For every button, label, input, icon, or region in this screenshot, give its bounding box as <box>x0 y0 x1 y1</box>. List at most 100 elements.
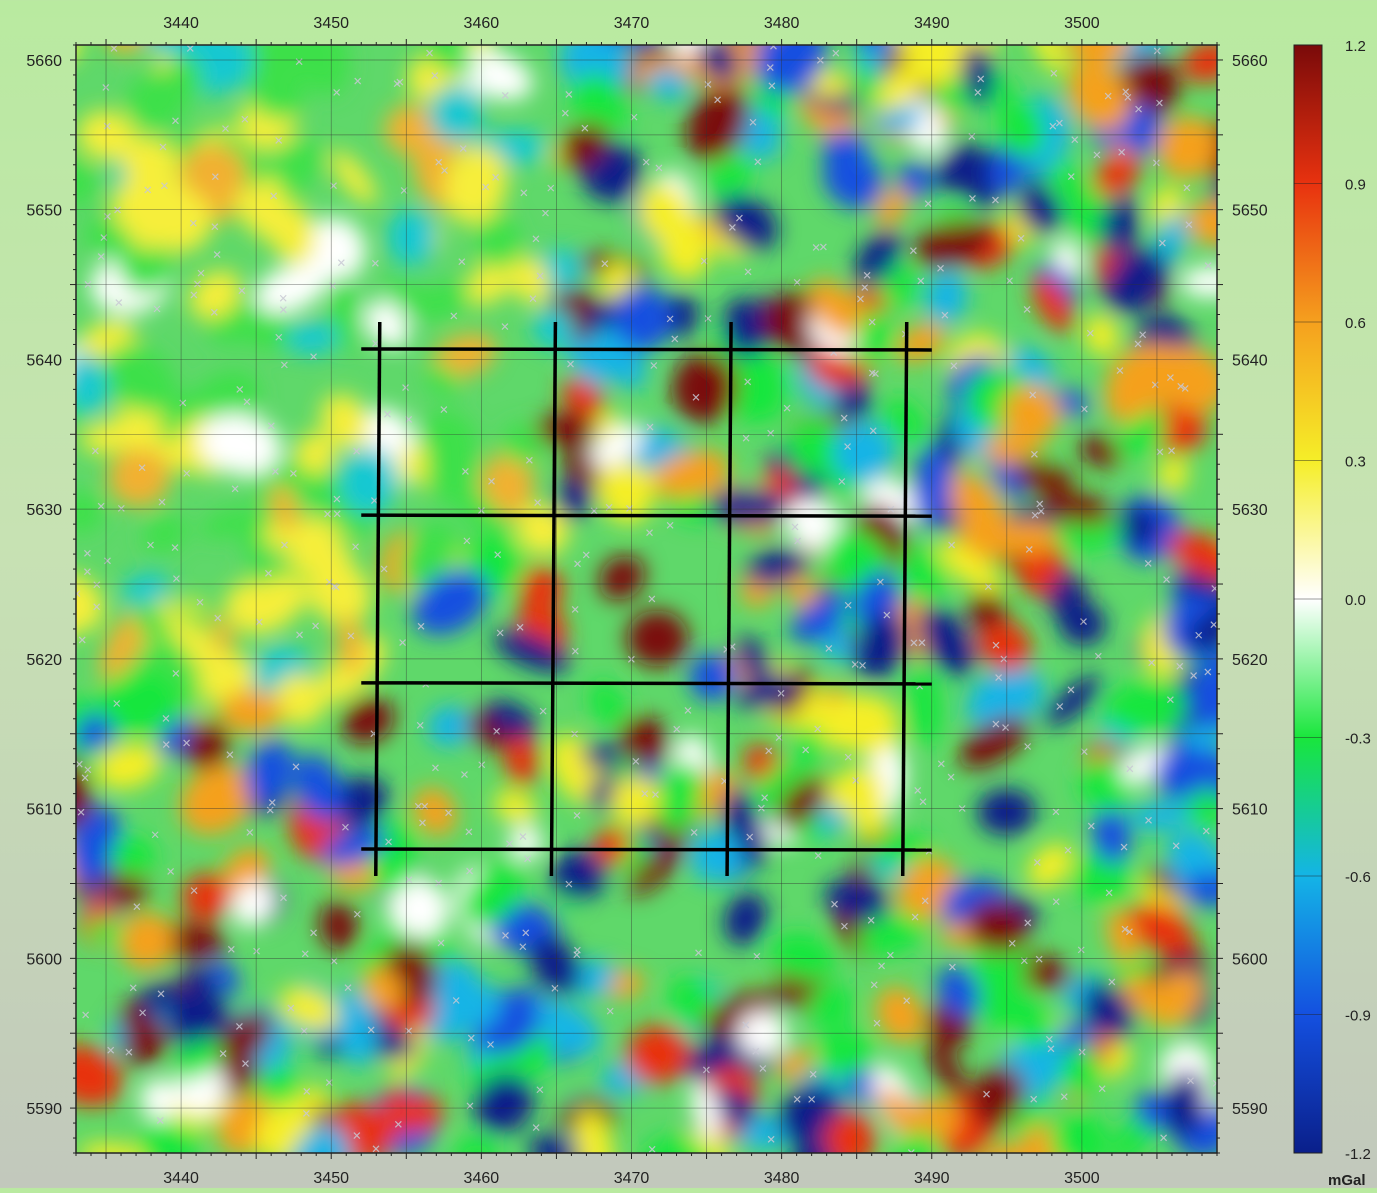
station-marker <box>867 916 875 924</box>
station-marker <box>690 829 698 836</box>
station-marker <box>270 192 278 200</box>
anomaly-blob <box>850 787 887 839</box>
anomaly-blob <box>364 300 410 348</box>
station-marker <box>601 260 609 268</box>
station-marker <box>372 339 379 347</box>
anomaly-blob <box>770 932 836 981</box>
station-marker <box>1210 621 1217 629</box>
station-marker <box>157 990 165 998</box>
anomaly-blob <box>76 351 108 415</box>
station-marker <box>267 422 275 430</box>
axis-labels: 3440 3440 3450 3450 3460 3460 3470 3470 3480 3480… <box>26 15 1267 1187</box>
station-marker <box>371 497 378 504</box>
anomaly-blob <box>1187 608 1217 652</box>
anomaly-blob <box>427 705 473 747</box>
station-marker <box>441 167 448 174</box>
anomaly-blob <box>984 433 1025 465</box>
station-marker <box>405 876 413 884</box>
station-marker <box>186 45 194 52</box>
station-marker <box>852 777 860 784</box>
colorbar-tick-label: 0.9 <box>1345 177 1366 194</box>
anomaly-blob <box>336 614 364 675</box>
station-marker <box>1202 827 1210 835</box>
x-tick-label-bottom: 3490 <box>914 1170 950 1187</box>
y-tick-label-left: 5590 <box>26 1101 62 1118</box>
anomaly-blob <box>109 835 156 878</box>
station-marker <box>190 887 198 895</box>
anomaly-blob <box>428 84 483 143</box>
station-marker <box>565 91 573 98</box>
station-marker <box>1190 672 1198 679</box>
station-marker <box>465 828 473 836</box>
station-marker <box>704 80 712 88</box>
anomaly-blob <box>1146 970 1204 1027</box>
anomaly-blob <box>122 136 179 192</box>
station-marker <box>156 1116 164 1124</box>
anomaly-blob <box>1135 902 1189 941</box>
station-marker <box>189 219 197 227</box>
station-marker <box>606 1007 614 1015</box>
station-marker <box>104 213 111 220</box>
anomaly-blob <box>698 45 739 81</box>
station-marker <box>542 209 549 217</box>
anomaly-blob <box>254 265 326 314</box>
anomaly-blob <box>1078 757 1133 812</box>
station-marker <box>452 997 460 1004</box>
station-marker <box>632 757 640 765</box>
anomaly-blob <box>646 68 690 100</box>
survey-line-vertical <box>900 321 909 877</box>
station-marker <box>213 251 221 258</box>
anomaly-blob <box>736 635 773 688</box>
anomaly-blob <box>251 75 305 120</box>
anomaly-blob <box>468 259 508 306</box>
station-marker <box>812 244 820 251</box>
station-marker <box>1163 576 1170 584</box>
station-marker <box>1023 306 1031 313</box>
station-marker <box>519 943 527 951</box>
station-marker <box>342 823 349 831</box>
station-marker <box>445 809 452 817</box>
station-marker <box>1049 122 1057 130</box>
anomaly-blob <box>1129 802 1192 831</box>
station-marker <box>746 833 754 841</box>
station-marker <box>911 913 919 921</box>
station-marker <box>857 295 864 303</box>
station-marker <box>1056 703 1064 710</box>
station-marker <box>1212 1079 1217 1087</box>
anomaly-blob <box>571 73 628 138</box>
anomaly-blob <box>628 839 685 896</box>
station-marker <box>1177 382 1185 390</box>
anomaly-blob <box>295 432 336 474</box>
anomaly-blob <box>754 45 828 95</box>
station-marker <box>878 962 886 970</box>
anomaly-blob <box>824 879 891 921</box>
survey-line-horizontal <box>361 681 932 686</box>
station-marker <box>666 315 674 323</box>
station-marker <box>1172 842 1180 850</box>
anomaly-blob <box>961 45 994 106</box>
station-marker <box>1195 631 1203 639</box>
station-marker <box>1045 1035 1053 1043</box>
y-tick-label-left: 5630 <box>26 502 62 519</box>
station-marker <box>77 808 85 816</box>
station-marker <box>840 414 848 422</box>
colorbar-tick-label: 1.2 <box>1345 38 1366 55</box>
station-marker <box>76 760 83 768</box>
anomaly-blob <box>319 901 359 952</box>
colorbar-tick-label: -0.9 <box>1345 1008 1371 1025</box>
anomaly-blob <box>1168 531 1217 581</box>
anomaly-blob <box>273 673 326 726</box>
station-marker <box>1087 822 1095 830</box>
station-marker <box>992 720 1000 728</box>
station-marker <box>440 406 448 413</box>
station-marker <box>172 575 180 583</box>
station-marker <box>197 269 205 277</box>
anomaly-blob <box>508 826 543 860</box>
anomaly-blob <box>119 911 175 971</box>
station-marker <box>1035 955 1043 963</box>
anomaly-blob <box>1027 843 1073 889</box>
station-marker <box>977 75 985 83</box>
anomaly-blob <box>380 1084 407 1144</box>
anomaly-blob <box>1082 981 1135 1041</box>
station-marker <box>808 1095 816 1103</box>
